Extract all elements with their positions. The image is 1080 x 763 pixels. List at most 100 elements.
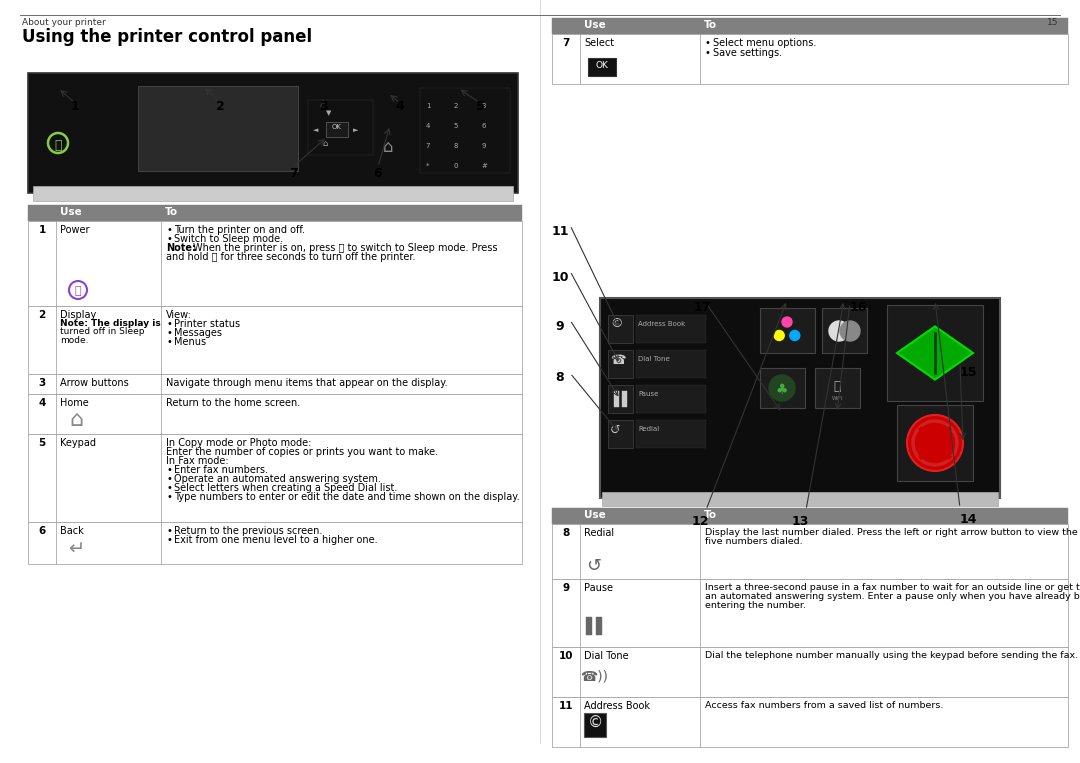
Text: 4: 4 bbox=[38, 398, 45, 408]
Text: 8: 8 bbox=[563, 528, 569, 538]
Text: turned off in Sleep: turned off in Sleep bbox=[60, 327, 145, 336]
Text: Arrow buttons: Arrow buttons bbox=[60, 378, 129, 388]
Bar bbox=[326, 122, 348, 137]
Text: 10: 10 bbox=[558, 651, 573, 661]
Text: •: • bbox=[166, 474, 172, 484]
Text: 4: 4 bbox=[426, 123, 430, 129]
Text: 3: 3 bbox=[482, 103, 486, 109]
Text: Navigate through menu items that appear on the display.: Navigate through menu items that appear … bbox=[166, 378, 447, 388]
Text: Keypad: Keypad bbox=[60, 438, 96, 448]
Text: ⌂: ⌂ bbox=[322, 139, 327, 148]
Text: 6: 6 bbox=[39, 526, 45, 536]
Text: 16: 16 bbox=[849, 301, 866, 314]
Bar bbox=[596, 617, 602, 635]
Bar bbox=[588, 58, 616, 76]
Bar bbox=[822, 308, 867, 353]
Bar bbox=[622, 391, 627, 407]
Text: •: • bbox=[166, 483, 172, 493]
Bar bbox=[887, 305, 983, 401]
Text: 11: 11 bbox=[558, 701, 573, 711]
Text: •: • bbox=[166, 319, 172, 329]
Text: Messages: Messages bbox=[174, 328, 222, 338]
Text: •: • bbox=[166, 492, 172, 502]
Text: 4: 4 bbox=[395, 100, 404, 113]
Circle shape bbox=[769, 375, 795, 401]
Text: and hold ⏻ for three seconds to turn off the printer.: and hold ⏻ for three seconds to turn off… bbox=[166, 252, 416, 262]
Text: 15: 15 bbox=[959, 366, 976, 379]
Text: Turn the printer on and off.: Turn the printer on and off. bbox=[174, 225, 305, 235]
Text: Return to the home screen.: Return to the home screen. bbox=[166, 398, 300, 408]
Text: 6: 6 bbox=[482, 123, 486, 129]
Text: 2: 2 bbox=[454, 103, 458, 109]
Text: •: • bbox=[166, 526, 172, 536]
Text: Address Book: Address Book bbox=[638, 321, 685, 327]
Bar bbox=[608, 315, 633, 343]
Text: Dial the telephone number manually using the keypad before sending the fax.: Dial the telephone number manually using… bbox=[705, 651, 1078, 660]
Text: 8: 8 bbox=[556, 371, 565, 384]
Text: ☎)): ☎)) bbox=[580, 669, 608, 683]
Text: When the printer is on, press ⏻ to switch to Sleep mode. Press: When the printer is on, press ⏻ to switc… bbox=[193, 243, 498, 253]
Text: •: • bbox=[166, 328, 172, 338]
Text: •: • bbox=[166, 234, 172, 244]
Bar bbox=[552, 697, 1068, 747]
Text: ©: © bbox=[610, 317, 622, 330]
Text: an automated answering system. Enter a pause only when you have already begun: an automated answering system. Enter a p… bbox=[705, 592, 1080, 601]
Bar bbox=[28, 306, 522, 374]
Bar bbox=[552, 34, 1068, 84]
Text: Select menu options.: Select menu options. bbox=[713, 38, 816, 48]
Text: Use: Use bbox=[584, 510, 606, 520]
Text: In Fax mode:: In Fax mode: bbox=[166, 456, 229, 466]
Text: Note: The display is: Note: The display is bbox=[60, 319, 161, 328]
Text: 2: 2 bbox=[216, 100, 225, 113]
Text: •: • bbox=[166, 465, 172, 475]
Bar bbox=[552, 579, 1068, 647]
Bar bbox=[760, 368, 805, 408]
Text: ⌂: ⌂ bbox=[69, 410, 83, 430]
Polygon shape bbox=[897, 327, 973, 380]
Bar bbox=[28, 221, 522, 306]
Text: Redial: Redial bbox=[638, 426, 659, 432]
Text: To: To bbox=[704, 510, 717, 520]
Text: ◄: ◄ bbox=[313, 127, 319, 133]
Text: 15: 15 bbox=[1047, 18, 1058, 27]
Bar bbox=[608, 385, 633, 413]
Text: ►: ► bbox=[353, 127, 359, 133]
Bar bbox=[760, 308, 815, 353]
Text: WiFi: WiFi bbox=[832, 396, 842, 401]
Bar bbox=[586, 617, 592, 635]
Text: 6: 6 bbox=[374, 167, 382, 180]
Text: mode.: mode. bbox=[60, 336, 89, 345]
Bar bbox=[552, 18, 1068, 34]
Text: five numbers dialed.: five numbers dialed. bbox=[705, 537, 802, 546]
Text: ↵: ↵ bbox=[68, 540, 84, 559]
Circle shape bbox=[48, 132, 69, 154]
Bar bbox=[28, 374, 522, 394]
Text: Type numbers to enter or edit the date and time shown on the display.: Type numbers to enter or edit the date a… bbox=[174, 492, 519, 502]
Text: 9: 9 bbox=[556, 320, 565, 333]
Bar bbox=[28, 205, 522, 221]
Bar bbox=[615, 391, 619, 407]
Bar bbox=[600, 298, 1000, 498]
Text: ☎: ☎ bbox=[610, 354, 625, 367]
Text: 3: 3 bbox=[319, 100, 327, 113]
Text: 3: 3 bbox=[39, 378, 45, 388]
Text: ♣: ♣ bbox=[775, 383, 788, 397]
Text: ⏻: ⏻ bbox=[75, 286, 81, 296]
Text: •: • bbox=[166, 225, 172, 235]
Text: 7: 7 bbox=[563, 38, 569, 48]
Text: Select letters when creating a Speed Dial list.: Select letters when creating a Speed Dia… bbox=[174, 483, 397, 493]
Text: 10: 10 bbox=[551, 271, 569, 284]
Text: 1: 1 bbox=[70, 100, 79, 113]
Bar bbox=[552, 524, 1068, 579]
Text: 0: 0 bbox=[454, 163, 458, 169]
Text: Pause: Pause bbox=[638, 391, 659, 397]
Text: Enter the number of copies or prints you want to make.: Enter the number of copies or prints you… bbox=[166, 447, 438, 457]
Text: 14: 14 bbox=[959, 513, 976, 526]
Bar bbox=[28, 522, 522, 564]
Text: •: • bbox=[705, 38, 711, 48]
Text: ▼: ▼ bbox=[326, 110, 332, 116]
Text: 1: 1 bbox=[39, 225, 45, 235]
Bar bbox=[138, 86, 298, 171]
Text: Using the printer control panel: Using the printer control panel bbox=[22, 28, 312, 46]
Text: ⌂: ⌂ bbox=[382, 138, 393, 156]
